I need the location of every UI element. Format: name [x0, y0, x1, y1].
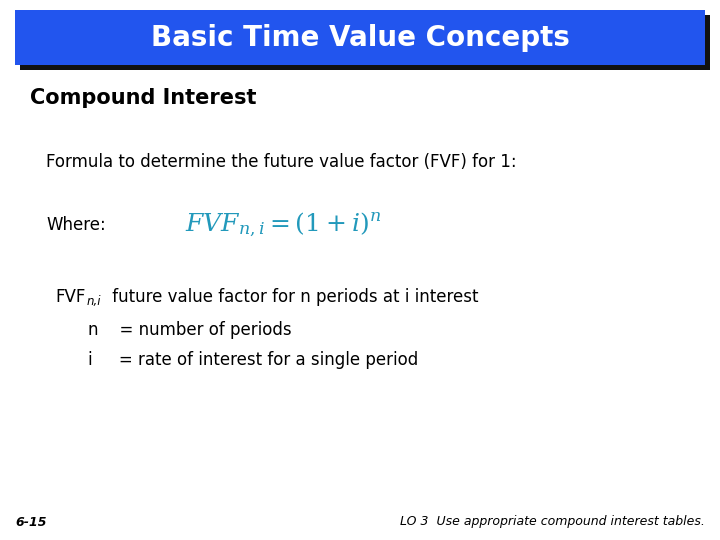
Text: future value factor for n periods at i interest: future value factor for n periods at i i…	[107, 288, 479, 306]
Text: $FVF_{n,i} = (1 + i)^{n}$: $FVF_{n,i} = (1 + i)^{n}$	[185, 211, 381, 239]
Text: LO 3  Use appropriate compound interest tables.: LO 3 Use appropriate compound interest t…	[400, 516, 705, 529]
Text: n    = number of periods: n = number of periods	[88, 321, 292, 339]
Text: i     = rate of interest for a single period: i = rate of interest for a single period	[88, 351, 418, 369]
Text: FVF: FVF	[55, 288, 86, 306]
FancyBboxPatch shape	[15, 10, 705, 65]
Text: Where:: Where:	[46, 216, 106, 234]
FancyBboxPatch shape	[20, 15, 710, 70]
Text: Basic Time Value Concepts: Basic Time Value Concepts	[150, 24, 570, 51]
Text: 6-15: 6-15	[15, 516, 47, 529]
Text: Compound Interest: Compound Interest	[30, 88, 256, 108]
Text: n,i: n,i	[87, 295, 102, 308]
Text: Formula to determine the future value factor (FVF) for 1:: Formula to determine the future value fa…	[46, 153, 517, 171]
